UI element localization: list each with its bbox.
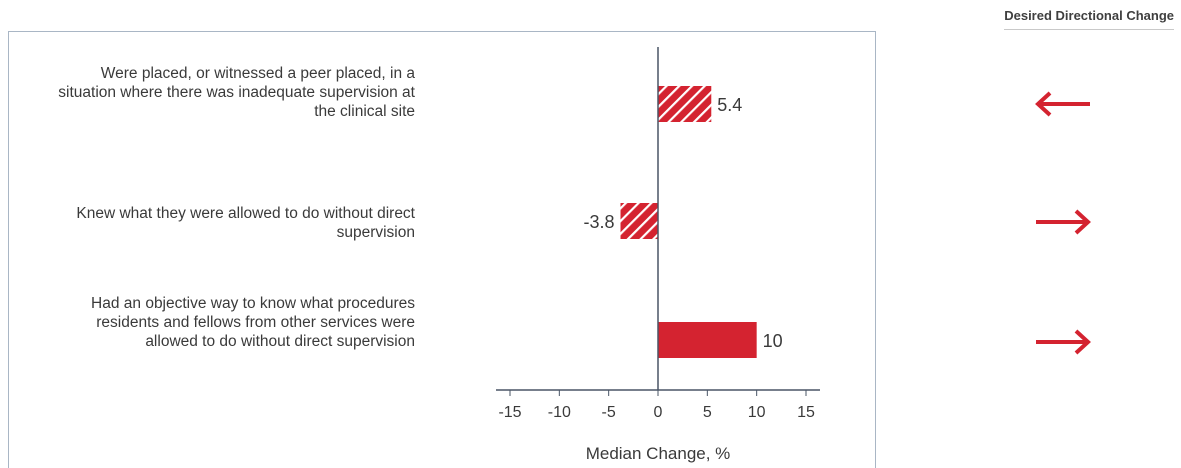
data-label: 5.4 <box>717 95 742 115</box>
x-tick-label: 0 <box>654 404 663 421</box>
data-label: 10 <box>763 331 783 351</box>
x-tick-label: -5 <box>602 404 616 421</box>
x-tick-label: -10 <box>548 404 571 421</box>
arrow-right-icon <box>1036 209 1091 235</box>
arrow-right-icon <box>1036 329 1091 355</box>
category-label-3: Had an objective way to know what proced… <box>91 295 415 350</box>
chart-panel <box>8 31 876 468</box>
x-tick-label: 15 <box>797 404 815 421</box>
bar <box>658 322 757 358</box>
desired-change-title: Desired Directional Change <box>1004 8 1174 30</box>
plot-area: 5.4 -3.8 10 -15 -10 -5 0 5 10 15 Median Change, % <box>496 47 820 463</box>
data-label: -3.8 <box>583 212 614 232</box>
x-tick-label: 5 <box>703 404 712 421</box>
bar <box>620 203 658 239</box>
bar <box>658 86 712 122</box>
category-label-1: Were placed, or witnessed a peer placed,… <box>58 65 415 120</box>
category-label-2: Knew what they were allowed to do withou… <box>76 205 415 241</box>
x-axis-title: Median Change, % <box>586 444 731 463</box>
x-tick-label: 10 <box>748 404 766 421</box>
arrow-left-icon <box>1035 91 1090 117</box>
x-tick-label: -15 <box>498 404 521 421</box>
